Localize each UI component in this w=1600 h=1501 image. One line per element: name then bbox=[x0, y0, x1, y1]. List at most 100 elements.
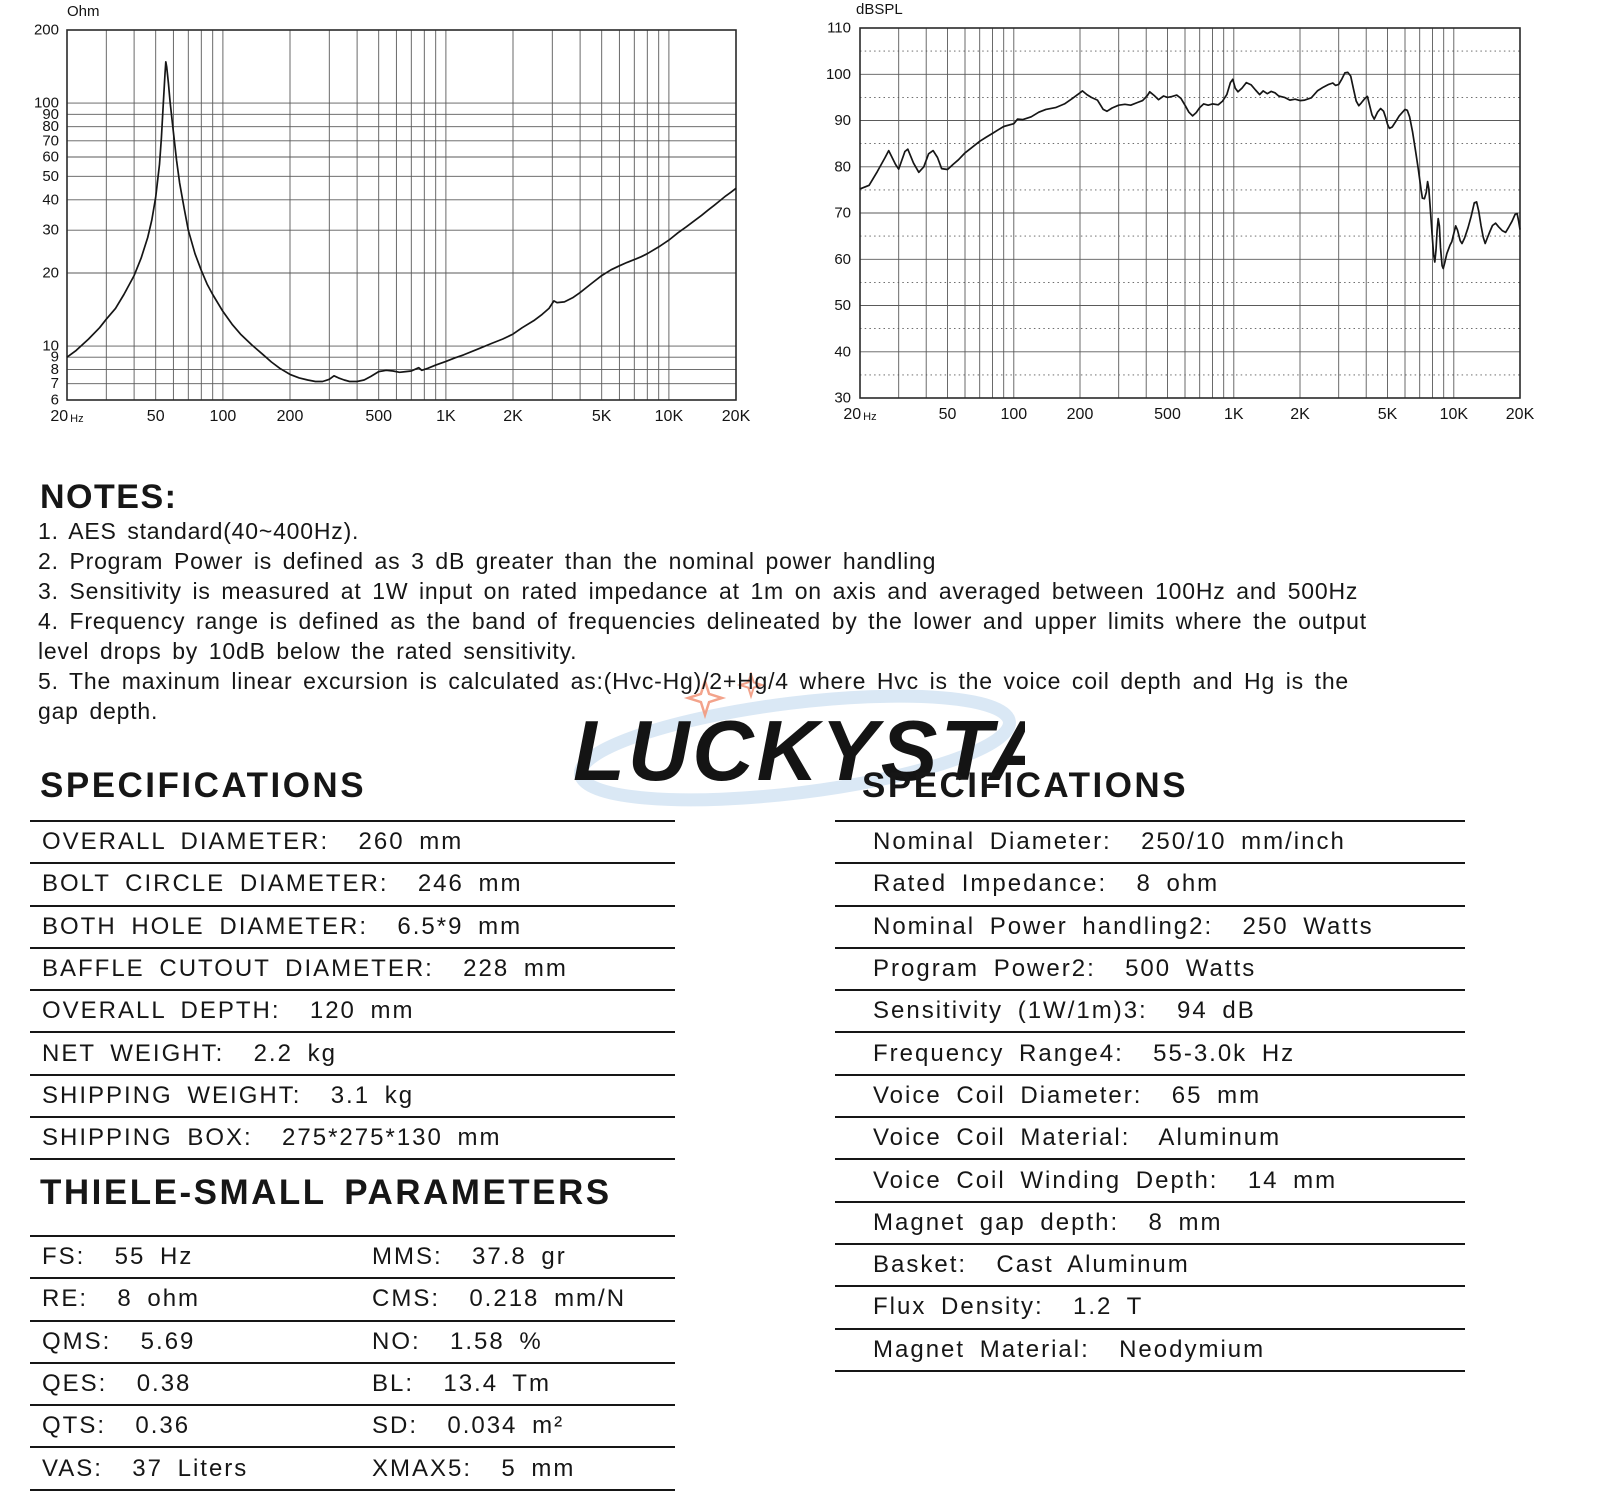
ts-param-left: RE: 8 ohm bbox=[42, 1285, 201, 1313]
spec-row: Nominal Diameter: 250/10 mm/inch bbox=[835, 822, 1465, 865]
spec-row: NET WEIGHT: 2.2 kg bbox=[30, 1033, 675, 1076]
spec-row: BOLT CIRCLE DIAMETER: 246 mm bbox=[30, 864, 675, 907]
svg-text:30: 30 bbox=[834, 390, 851, 407]
svg-text:8: 8 bbox=[51, 361, 59, 378]
watermark-text: LUCKYSTAR bbox=[573, 704, 1025, 799]
note-line: 2. Program Power is defined as 3 dB grea… bbox=[38, 548, 937, 574]
spec-row-text: Frequency Range4: 55-3.0k Hz bbox=[873, 1039, 1296, 1067]
svg-text:50: 50 bbox=[834, 297, 851, 314]
spec-left-table: OVERALL DIAMETER: 260 mm BOLT CIRCLE DIAM… bbox=[30, 820, 675, 1161]
note-line: gap depth. bbox=[38, 698, 159, 724]
svg-text:6: 6 bbox=[51, 392, 59, 409]
svg-text:60: 60 bbox=[42, 149, 59, 166]
note-line: 3. Sensitivity is measured at 1W input o… bbox=[38, 578, 1359, 604]
svg-text:110: 110 bbox=[827, 20, 851, 37]
svg-text:80: 80 bbox=[42, 118, 59, 135]
svg-text:5K: 5K bbox=[1378, 406, 1398, 423]
spec-row: BOTH HOLE DIAMETER: 6.5*9 mm bbox=[30, 907, 675, 949]
svg-text:20K: 20K bbox=[1506, 406, 1535, 423]
spl-curve bbox=[859, 71, 1521, 270]
svg-text:50: 50 bbox=[147, 408, 165, 425]
notes-list: 1. AES standard(40~400Hz). 2. Program Pow… bbox=[38, 516, 1367, 726]
svg-text:1K: 1K bbox=[436, 408, 456, 425]
svg-text:100: 100 bbox=[1000, 406, 1027, 423]
watermark-swoosh bbox=[574, 689, 1016, 807]
svg-text:1K: 1K bbox=[1224, 406, 1244, 423]
spec-row-text: SHIPPING WEIGHT: 3.1 kg bbox=[42, 1081, 415, 1109]
spec-row-text: NET WEIGHT: 2.2 kg bbox=[42, 1039, 337, 1067]
svg-text:100: 100 bbox=[826, 66, 851, 83]
svg-text:9: 9 bbox=[51, 349, 59, 366]
svg-text:90: 90 bbox=[42, 106, 59, 123]
spec-row: SHIPPING BOX: 275*275*130 mm bbox=[30, 1118, 675, 1161]
svg-text:10K: 10K bbox=[1440, 406, 1469, 423]
svg-text:90: 90 bbox=[834, 112, 851, 129]
spec-row: Rated Impedance: 8 ohm bbox=[835, 864, 1465, 907]
spec-row: Magnet gap depth: 8 mm bbox=[835, 1203, 1465, 1245]
spec-right-table: Nominal Diameter: 250/10 mm/inch Rated Im… bbox=[835, 820, 1465, 1372]
spec-row: Nominal Power handling2: 250 Watts bbox=[835, 907, 1465, 949]
spec-row-text: Basket: Cast Aluminum bbox=[873, 1251, 1190, 1279]
svg-text:10: 10 bbox=[42, 338, 59, 355]
brand-watermark: LUCKYSTAR bbox=[573, 672, 1025, 807]
ts-param-right: NO: 1.58 % bbox=[372, 1327, 543, 1355]
svg-text:200: 200 bbox=[1067, 406, 1094, 423]
note-line: 5. The maxinum linear excursion is calcu… bbox=[38, 668, 1350, 694]
spec-row: Flux Density: 1.2 T bbox=[835, 1287, 1465, 1330]
ts-param-row: RE: 8 ohm CMS: 0.218 mm/N bbox=[30, 1279, 675, 1322]
svg-text:100: 100 bbox=[210, 408, 237, 425]
spec-row-text: Program Power2: 500 Watts bbox=[873, 955, 1257, 983]
spec-row: Basket: Cast Aluminum bbox=[835, 1245, 1465, 1288]
ts-param-right: XMAX5: 5 mm bbox=[372, 1454, 576, 1482]
spec-row-text: OVERALL DIAMETER: 260 mm bbox=[42, 828, 464, 856]
ts-param-row: QES: 0.38 BL: 13.4 Tm bbox=[30, 1364, 675, 1407]
spec-row-text: Magnet Material: Neodymium bbox=[873, 1335, 1266, 1363]
sparkle-star-icon bbox=[683, 676, 727, 720]
svg-text:30: 30 bbox=[42, 222, 59, 239]
svg-text:5K: 5K bbox=[592, 408, 612, 425]
svg-text:50: 50 bbox=[939, 406, 957, 423]
spec-row: Program Power2: 500 Watts bbox=[835, 949, 1465, 992]
svg-text:80: 80 bbox=[834, 158, 851, 175]
spec-row-text: Flux Density: 1.2 T bbox=[873, 1293, 1144, 1321]
ts-param-left: QES: 0.38 bbox=[42, 1370, 192, 1398]
thiele-small-heading: THIELE-SMALL PARAMETERS bbox=[40, 1173, 612, 1212]
spec-row-text: Sensitivity (1W/1m)3: 94 dB bbox=[873, 997, 1256, 1025]
spec-row-text: Voice Coil Material: Aluminum bbox=[873, 1124, 1282, 1152]
spec-row: BAFFLE CUTOUT DIAMETER: 228 mm bbox=[30, 949, 675, 992]
svg-text:40: 40 bbox=[42, 191, 59, 208]
spec-row-text: BOTH HOLE DIAMETER: 6.5*9 mm bbox=[42, 912, 523, 940]
svg-text:70: 70 bbox=[42, 132, 59, 149]
spec-row: Frequency Range4: 55-3.0k Hz bbox=[835, 1033, 1465, 1076]
svg-text:2K: 2K bbox=[1290, 406, 1310, 423]
ts-param-left: QTS: 0.36 bbox=[42, 1412, 191, 1440]
svg-text:7: 7 bbox=[51, 375, 59, 392]
spec-row-text: Nominal Power handling2: 250 Watts bbox=[873, 912, 1374, 940]
spec-row: Voice Coil Winding Depth: 14 mm bbox=[835, 1160, 1465, 1203]
spec-row-text: OVERALL DEPTH: 120 mm bbox=[42, 997, 415, 1025]
impedance-curve bbox=[66, 60, 737, 383]
spec-row: Voice Coil Material: Aluminum bbox=[835, 1118, 1465, 1161]
note-line: 1. AES standard(40~400Hz). bbox=[38, 518, 360, 544]
ts-param-left: QMS: 5.69 bbox=[42, 1327, 196, 1355]
thiele-small-table: FS: 55 Hz MMS: 37.8 gr RE: 8 ohm CMS: 0.218… bbox=[30, 1235, 675, 1491]
svg-text:60: 60 bbox=[834, 251, 851, 268]
spec-row: SHIPPING WEIGHT: 3.1 kg bbox=[30, 1076, 675, 1119]
ts-param-left: VAS: 37 Liters bbox=[42, 1454, 249, 1482]
spec-row-text: Voice Coil Diameter: 65 mm bbox=[873, 1081, 1262, 1109]
notes-heading: NOTES: bbox=[40, 478, 178, 516]
spec-row: OVERALL DIAMETER: 260 mm bbox=[30, 822, 675, 865]
ts-param-row: FS: 55 Hz MMS: 37.8 gr bbox=[30, 1237, 675, 1280]
svg-text:200: 200 bbox=[277, 408, 304, 425]
svg-text:40: 40 bbox=[834, 343, 851, 360]
ts-param-right: SD: 0.034 m² bbox=[372, 1412, 565, 1440]
spec-row-text: Voice Coil Winding Depth: 14 mm bbox=[873, 1166, 1338, 1194]
spec-row-text: BAFFLE CUTOUT DIAMETER: 228 mm bbox=[42, 955, 568, 983]
svg-text:100: 100 bbox=[34, 95, 59, 112]
svg-text:500: 500 bbox=[1154, 406, 1181, 423]
spec-row-text: Magnet gap depth: 8 mm bbox=[873, 1208, 1223, 1236]
ts-param-right: CMS: 0.218 mm/N bbox=[372, 1285, 627, 1313]
